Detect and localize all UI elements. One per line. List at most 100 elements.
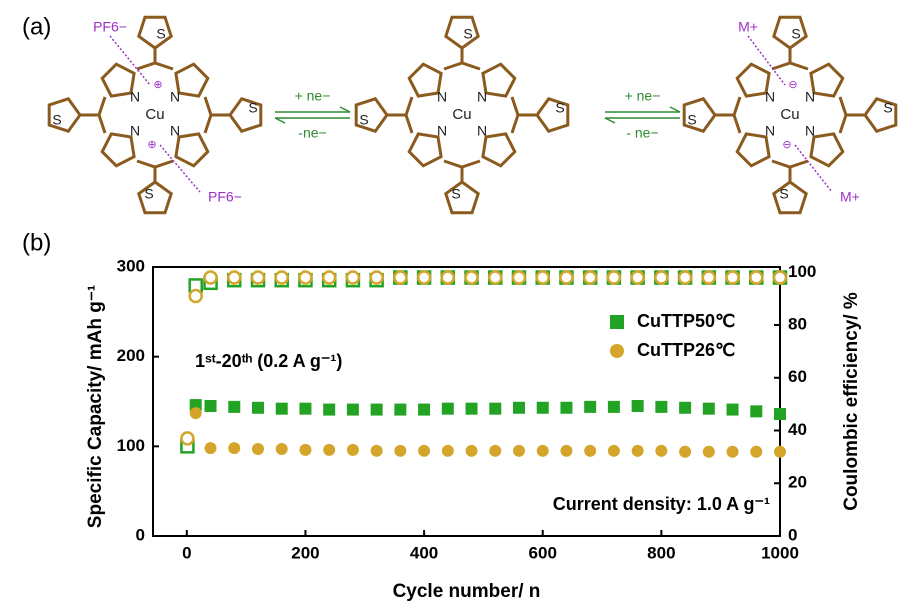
data-point: [701, 270, 717, 285]
data-point: [418, 444, 431, 457]
meso-bridge: [404, 96, 414, 134]
ion-interaction: [747, 35, 786, 86]
data-point: [299, 402, 312, 415]
legend-label: CuTTP26℃: [637, 340, 735, 360]
atom-label: Cu: [145, 106, 164, 123]
data-point: [323, 443, 336, 456]
pyrrole-ring: [809, 132, 845, 168]
y2-tick-label: 20: [788, 473, 807, 492]
atom-label: S: [52, 112, 61, 128]
data-point: [441, 444, 454, 457]
meso-bridge: [771, 159, 809, 169]
data-point: [654, 270, 669, 285]
data-point: [582, 270, 598, 285]
atom-label: S: [359, 112, 368, 128]
atom-label: N: [130, 89, 140, 105]
counter-ion: PF6−: [208, 189, 242, 205]
atom-label: N: [477, 89, 487, 105]
atom-label: Cu: [452, 106, 471, 123]
data-point: [345, 270, 361, 285]
data-point: [489, 444, 502, 457]
data-point: [189, 407, 202, 420]
x-axis-label: Cycle number/ n: [393, 581, 541, 602]
data-point: [631, 399, 644, 412]
counter-ion: M+: [840, 189, 860, 205]
ion-interaction: [794, 144, 833, 193]
arrow-head: [604, 117, 616, 124]
meso-bridge: [838, 96, 848, 134]
charge: ⊕: [147, 139, 156, 151]
meso-bridge: [510, 96, 520, 134]
pyrrole-ring: [100, 62, 136, 98]
x-tick-label: 0: [182, 543, 191, 562]
atom-label: S: [883, 100, 892, 116]
meso-bridge: [203, 96, 213, 134]
reaction-label: + ne−: [625, 88, 661, 104]
counter-ion: PF6−: [93, 19, 127, 35]
meso-bridge: [136, 159, 174, 169]
data-point: [679, 401, 692, 414]
atom-label: S: [248, 100, 257, 116]
annotation: 1ˢᵗ-20ᵗʰ (0.2 A g⁻¹): [195, 351, 342, 371]
y2-axis-label: Coulombic efficiency/ %: [841, 292, 862, 511]
legend-marker: [610, 344, 624, 358]
y2-tick-label: 100: [788, 262, 816, 281]
x-tick-label: 200: [291, 543, 319, 562]
atom-label: Cu: [780, 106, 799, 123]
data-point: [774, 408, 786, 421]
data-point: [228, 400, 241, 413]
data-point: [772, 270, 788, 285]
data-point: [512, 401, 525, 414]
thiophene-ring: [354, 97, 389, 133]
thiophene-ring: [682, 97, 717, 133]
meso-bridge: [443, 61, 481, 71]
data-point: [559, 270, 574, 285]
atom-label: N: [437, 123, 447, 139]
plot-frame: [152, 266, 781, 537]
meso-bridge: [136, 61, 174, 71]
data-point: [702, 402, 715, 415]
atom-label: S: [555, 100, 564, 116]
legend-label: CuTTP50℃: [637, 311, 735, 331]
data-point: [726, 403, 739, 416]
pyrrole-ring: [407, 62, 443, 98]
y-axis-label: Specific Capacity/ mAh g⁻¹: [85, 285, 106, 528]
data-point: [394, 444, 407, 457]
data-point: [560, 401, 573, 414]
data-point: [346, 403, 359, 416]
data-point: [298, 270, 313, 285]
atom-label: N: [765, 123, 775, 139]
pyrrole-ring: [735, 62, 771, 98]
thiophene-ring: [444, 180, 480, 215]
data-point: [370, 444, 383, 457]
data-point: [725, 270, 740, 285]
data-point: [679, 445, 692, 458]
data-point: [393, 270, 408, 285]
pyrrole-ring: [481, 132, 517, 168]
data-point: [418, 403, 431, 416]
atom-label: S: [156, 26, 165, 42]
panel-label: (b): [22, 229, 51, 256]
data-point: [607, 444, 620, 457]
thiophene-ring: [47, 97, 82, 133]
atom-label: N: [130, 123, 140, 139]
reaction-label: + ne−: [295, 88, 331, 104]
data-point: [750, 405, 763, 418]
pyrrole-ring: [100, 132, 136, 168]
arrow-head: [339, 106, 351, 113]
data-point: [440, 270, 456, 285]
data-point: [251, 443, 264, 456]
atom-label: S: [791, 26, 800, 42]
atom-label: N: [765, 89, 775, 105]
thiophene-ring: [444, 15, 480, 50]
atom-label: N: [477, 123, 487, 139]
x-tick-label: 400: [410, 543, 438, 562]
data-point: [204, 399, 217, 412]
data-point: [204, 442, 217, 455]
annotation: Current density: 1.0 A g⁻¹: [553, 494, 770, 514]
data-point: [441, 402, 454, 415]
pyrrole-ring: [174, 132, 210, 168]
data-point: [227, 270, 242, 285]
y2-tick-label: 40: [788, 420, 807, 439]
y-tick-label: 100: [117, 436, 145, 455]
